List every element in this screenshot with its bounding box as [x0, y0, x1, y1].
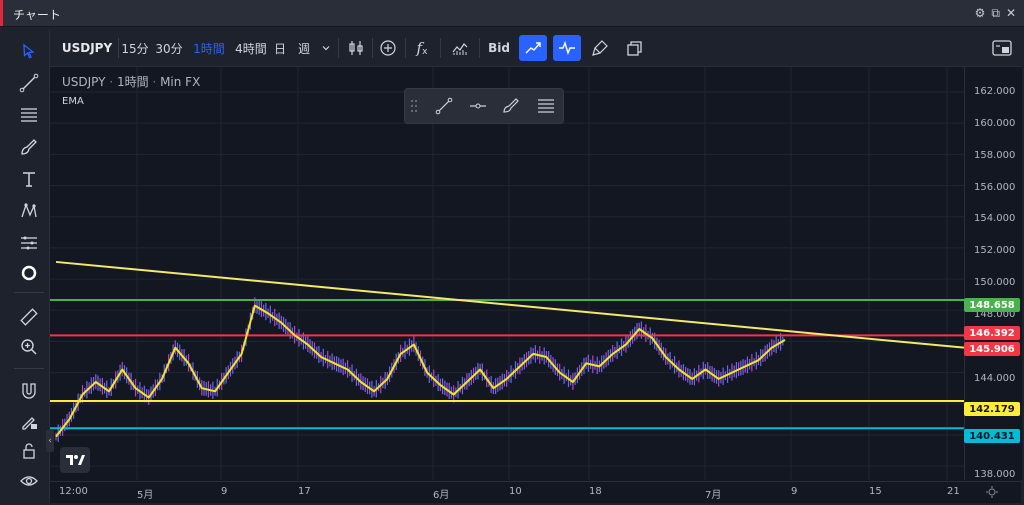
window-controls: ⚙ ⧉ ✕ — [975, 6, 1016, 21]
tradingview-logo — [60, 447, 90, 473]
legend-interval: 1時間 — [116, 75, 149, 89]
pattern-icon[interactable] — [18, 200, 40, 222]
price-tick: 158.000 — [974, 150, 1016, 161]
eye-icon[interactable] — [18, 470, 40, 492]
ema-line — [55, 304, 786, 438]
interval-4h[interactable]: 4時間 — [235, 41, 267, 56]
lock-icon[interactable] — [18, 440, 40, 462]
float-lines-icon[interactable] — [533, 94, 559, 118]
price-tick: 154.000 — [974, 213, 1016, 224]
level-badge-cyan[interactable]: 140.431 — [964, 429, 1020, 443]
price-tick: 156.000 — [974, 182, 1016, 193]
ruler-icon[interactable] — [18, 306, 40, 328]
window-title: チャート — [13, 8, 61, 22]
float-trend-line-icon[interactable] — [431, 94, 457, 118]
trend-toggle-icon[interactable] — [519, 35, 547, 61]
time-tick: 9 — [791, 486, 798, 497]
price-tick: 148.000 — [974, 309, 1016, 320]
paint-brush-icon[interactable] — [586, 30, 614, 66]
drag-handle-icon[interactable] — [407, 94, 421, 118]
titlebar-accent — [0, 0, 3, 26]
symbol-button[interactable]: USDJPY — [61, 41, 113, 55]
trend-line — [55, 260, 964, 349]
float-horizontal-line-icon[interactable] — [465, 94, 491, 118]
time-tick: 12:00 — [59, 486, 88, 497]
price-tick: 160.000 — [974, 118, 1016, 129]
drawing-toolbar — [8, 30, 50, 502]
time-axis[interactable] — [50, 481, 1021, 503]
level-badge-yellow[interactable]: 142.179 — [964, 402, 1020, 416]
time-tick: 18 — [589, 486, 602, 497]
time-tick: 17 — [298, 486, 311, 497]
time-tick: 10 — [509, 486, 522, 497]
bid-ask-toggle[interactable]: Bid — [488, 41, 510, 55]
legend-indicator-ema[interactable]: EMA — [62, 96, 84, 107]
chevron-down-icon[interactable] — [318, 30, 334, 66]
brush-icon[interactable] — [18, 136, 40, 158]
time-tick: 6月 — [433, 490, 450, 501]
price-tick: 152.000 — [974, 245, 1016, 256]
magnet-icon[interactable] — [18, 380, 40, 402]
interval-30m[interactable]: 30分 — [155, 41, 183, 56]
interval-15m[interactable]: 15分 — [121, 41, 149, 56]
eraser-circle-icon[interactable] — [18, 262, 40, 284]
price-tick: 144.000 — [974, 373, 1016, 384]
legend-symbol: USDJPY — [62, 75, 106, 89]
fib-lines-icon[interactable] — [18, 104, 40, 126]
chart-type-candles-icon[interactable] — [342, 30, 370, 66]
close-icon[interactable]: ✕ — [1005, 6, 1016, 20]
float-brush-icon[interactable] — [499, 94, 525, 118]
lock-drawing-icon[interactable] — [18, 410, 40, 432]
level-badge-red[interactable]: 146.392 — [964, 326, 1020, 340]
legend-source: Min FX — [160, 75, 201, 89]
time-tick: 15 — [869, 486, 882, 497]
price-tick: 138.000 — [974, 469, 1016, 480]
time-tick: 21 — [947, 486, 960, 497]
zoom-in-icon[interactable] — [18, 336, 40, 358]
price-tick: 150.000 — [974, 277, 1016, 288]
price-tick: 162.000 — [974, 86, 1016, 97]
settings-icon[interactable]: ⚙ — [974, 6, 986, 20]
interval-day[interactable]: 日 — [273, 41, 286, 56]
trend-line-icon[interactable] — [18, 72, 40, 94]
floating-drawing-toolbar — [404, 88, 564, 124]
time-tick: 7月 — [705, 490, 722, 501]
pulse-toggle-icon[interactable] — [553, 35, 581, 61]
price-chart[interactable] — [50, 67, 964, 480]
layout-toggle-icon[interactable] — [987, 30, 1017, 66]
interval-1h[interactable]: 1時間 — [193, 41, 225, 56]
window-titlebar: チャート ⚙ ⧉ ✕ — [0, 0, 1024, 27]
forecast-icon[interactable] — [18, 232, 40, 254]
add-compare-icon[interactable] — [374, 30, 402, 66]
chart-pane[interactable] — [50, 67, 964, 480]
collapse-toolbar-icon[interactable]: ‹ — [46, 430, 54, 452]
chart-legend: USDJPY · 1時間 · Min FX EMA — [62, 75, 201, 107]
templates-icon[interactable] — [446, 30, 474, 66]
current-price-badge[interactable]: 145.906 — [964, 342, 1020, 356]
axis-settings-icon[interactable] — [985, 484, 999, 498]
copy-layout-icon[interactable] — [620, 30, 648, 66]
text-tool-icon[interactable] — [18, 168, 40, 190]
time-tick: 5月 — [137, 490, 154, 501]
time-tick: 9 — [221, 486, 228, 497]
interval-week[interactable]: 週 — [297, 41, 310, 56]
level-badge-green[interactable]: 148.658 — [964, 298, 1020, 312]
cursor-icon[interactable] — [18, 40, 40, 62]
popout-icon[interactable]: ⧉ — [991, 6, 1000, 20]
